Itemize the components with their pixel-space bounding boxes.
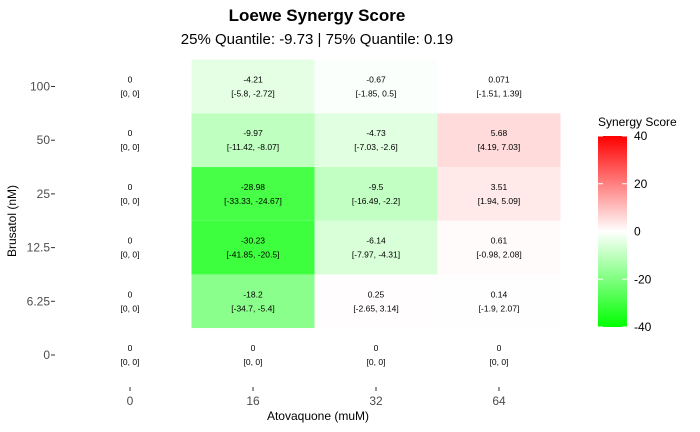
heatmap-cell [191, 328, 315, 382]
chart-title: Loewe Synergy Score [229, 6, 406, 25]
heatmap-cell [437, 59, 561, 114]
cell-value-label: 0.14 [491, 289, 508, 299]
cell-interval-label: [-41.85, -20.5] [227, 250, 280, 260]
heatmap-cell [68, 113, 192, 168]
cell-value-label: 0 [374, 343, 379, 353]
cell-interval-label: [-2.65, 3.14] [353, 303, 398, 313]
y-axis-label: Brusatol (nM) [5, 185, 19, 257]
cell-interval-label: [-33.33, -24.67] [224, 196, 282, 206]
y-tick-label: 12.5 [27, 241, 51, 255]
y-tick-label: 100 [30, 80, 50, 94]
heatmap-cell [314, 59, 438, 114]
legend-ticks: -40 -20 0 20 40 [598, 129, 652, 334]
cell-interval-label: [-0.98, 2.08] [476, 250, 521, 260]
cell-value-label: 0 [128, 289, 133, 299]
cell-interval-label: [0, 0] [121, 303, 140, 313]
cell-interval-label: [-1.85, 0.5] [356, 89, 397, 99]
cell-value-label: -30.23 [241, 236, 265, 246]
heatmap-cell [437, 113, 561, 168]
cell-interval-label: [0, 0] [121, 89, 140, 99]
cell-value-label: -28.98 [241, 182, 265, 192]
cell-interval-label: [4.19, 7.03] [478, 142, 521, 152]
x-tick-label: 16 [246, 394, 260, 408]
cell-interval-label: [0, 0] [121, 250, 140, 260]
cell-interval-label: [0, 0] [121, 196, 140, 206]
cell-interval-label: [0, 0] [121, 142, 140, 152]
heatmap-cell [68, 328, 192, 382]
cell-interval-label: [0, 0] [490, 357, 509, 367]
cell-value-label: -4.73 [366, 128, 386, 138]
x-axis-label: Atovaquone (muM) [267, 409, 369, 423]
cell-value-label: -6.14 [366, 236, 386, 246]
heatmap-cells: 0 [0, 0] -4.21 [-5.8, -2.72] -0.67 [-1.85, 0.… [68, 59, 561, 382]
heatmap-cell [68, 167, 192, 221]
heatmap-cell [191, 220, 315, 275]
heatmap-cell [314, 328, 438, 382]
cell-interval-label: [1.94, 5.09] [478, 196, 521, 206]
cell-value-label: 0.61 [491, 236, 508, 246]
cell-value-label: 0.071 [488, 75, 510, 85]
legend-tick-label: -40 [634, 320, 652, 334]
heatmap-cell [68, 220, 192, 275]
cell-interval-label: [-11.42, -8.07] [227, 142, 279, 152]
legend-tick-label: 40 [634, 129, 648, 143]
cell-value-label: 5.68 [491, 128, 508, 138]
y-tick-label: 25 [37, 187, 51, 201]
x-axis-ticks: 0 16 32 64 [127, 387, 506, 408]
cell-value-label: 0 [128, 128, 133, 138]
cell-value-label: -18.2 [243, 289, 263, 299]
heatmap-cell [191, 59, 315, 114]
heatmap-cell [437, 274, 561, 329]
y-tick-label: 0 [43, 348, 50, 362]
cell-value-label: 0 [128, 236, 133, 246]
legend-title: Synergy Score [598, 115, 677, 129]
cell-interval-label: [-7.03, -2.6] [354, 142, 397, 152]
legend-tick-label: 20 [634, 177, 648, 191]
cell-value-label: -0.67 [366, 75, 386, 85]
chart-subtitle: 25% Quantile: -9.73 | 75% Quantile: 0.19 [181, 31, 453, 48]
cell-value-label: 0 [497, 343, 502, 353]
cell-interval-label: [-34.7, -5.4] [231, 303, 274, 313]
legend-tick-label: -20 [634, 272, 652, 286]
x-tick-label: 64 [492, 394, 506, 408]
cell-value-label: -4.21 [243, 75, 263, 85]
heatmap-cell [314, 167, 438, 221]
cell-interval-label: [-16.49, -2.2] [352, 196, 400, 206]
cell-interval-label: [0, 0] [367, 357, 386, 367]
cell-interval-label: [-5.8, -2.72] [231, 89, 274, 99]
cell-value-label: 0 [251, 343, 256, 353]
legend-tick-label: 0 [634, 225, 641, 239]
heatmap-cell [191, 274, 315, 329]
cell-interval-label: [-1.51, 1.39] [476, 89, 521, 99]
cell-interval-label: [-1.9, 2.07] [479, 303, 520, 313]
cell-value-label: 0 [128, 75, 133, 85]
cell-value-label: -9.5 [369, 182, 384, 192]
heatmap-cell [437, 167, 561, 221]
cell-value-label: 0.25 [368, 289, 385, 299]
heatmap-cell [314, 113, 438, 168]
cell-value-label: 0 [128, 343, 133, 353]
x-tick-label: 0 [127, 394, 134, 408]
cell-interval-label: [0, 0] [244, 357, 263, 367]
heatmap-cell [191, 113, 315, 168]
y-tick-label: 50 [37, 133, 51, 147]
cell-value-label: 0 [128, 182, 133, 192]
cell-value-label: -9.97 [243, 128, 263, 138]
heatmap-cell [314, 220, 438, 275]
heatmap-cell [437, 220, 561, 275]
heatmap-cell [191, 167, 315, 221]
color-legend: Synergy Score -40 -20 0 20 40 [598, 115, 677, 334]
y-axis-ticks: 0 6.25 12.5 25 50 100 [27, 80, 55, 362]
y-tick-label: 6.25 [27, 294, 51, 308]
cell-value-label: 3.51 [491, 182, 508, 192]
cell-interval-label: [-7.97, -4.31] [352, 250, 400, 260]
heatmap-cell [68, 274, 192, 329]
heatmap-cell [314, 274, 438, 329]
cell-interval-label: [0, 0] [121, 357, 140, 367]
x-tick-label: 32 [369, 394, 383, 408]
heatmap-cell [68, 59, 192, 114]
heatmap-cell [437, 328, 561, 382]
